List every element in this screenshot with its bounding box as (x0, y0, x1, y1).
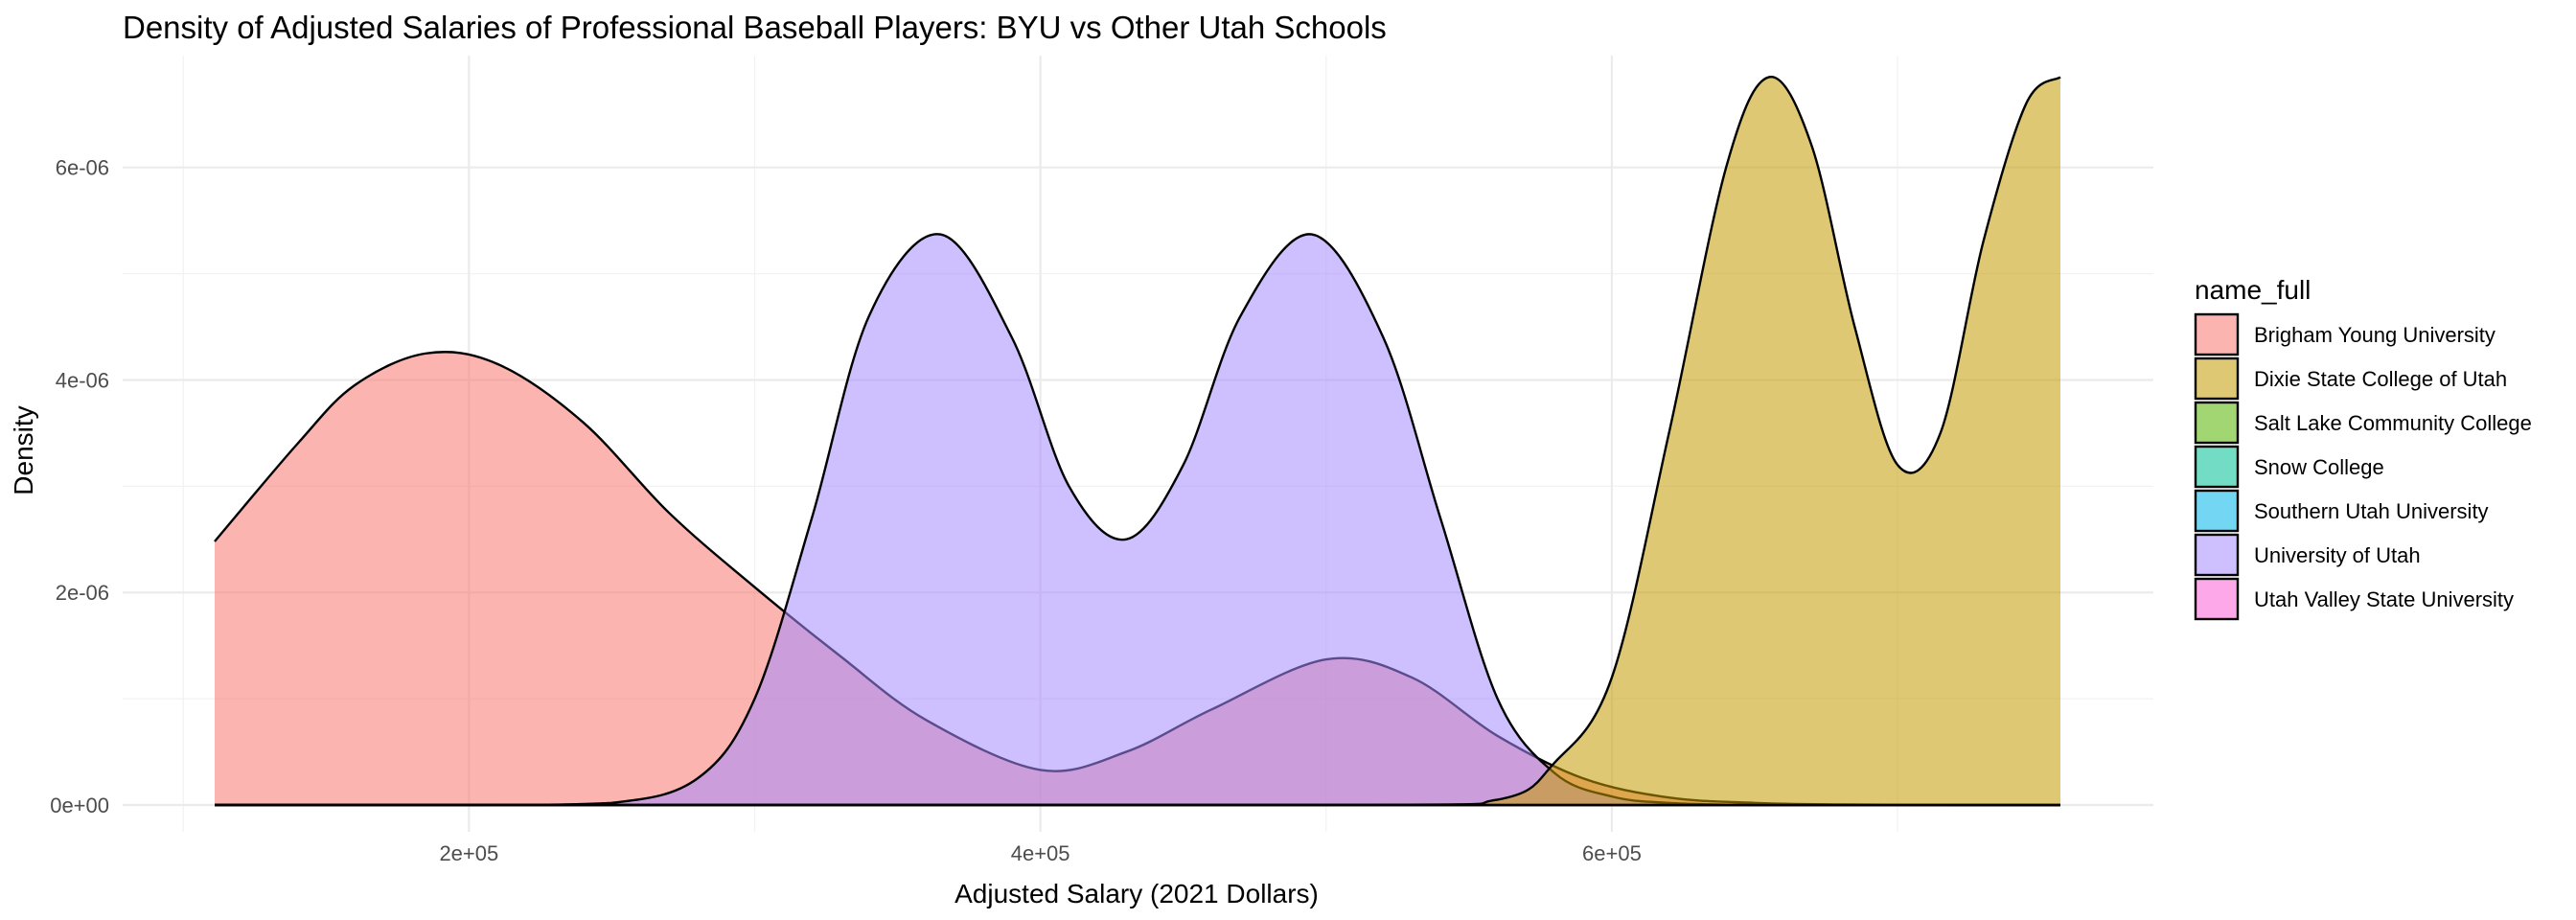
y-tick-label: 6e-06 (56, 156, 109, 180)
y-axis-ticks: 0e+00 2e-06 4e-06 6e-06 (50, 156, 109, 817)
legend-key-university-of-utah (2194, 533, 2240, 577)
y-tick-label: 0e+00 (50, 794, 109, 817)
legend-label-utah-valley-state-university: Utah Valley State University (2254, 587, 2514, 611)
y-axis-title: Density (9, 405, 38, 494)
legend-label-salt-lake-community-college: Salt Lake Community College (2254, 411, 2532, 435)
legend-key-snow-college (2194, 445, 2240, 489)
legend-title: name_full (2195, 275, 2311, 305)
legend-key-dixie-state-college-of-utah (2194, 356, 2240, 401)
legend-key-salt-lake-community-college (2194, 401, 2240, 445)
y-tick-label: 4e-06 (56, 368, 109, 392)
legend-label-brigham-young-university: Brigham Young University (2254, 323, 2496, 347)
density-area-dixie-state-college-of-utah (215, 77, 2060, 806)
x-tick-label: 4e+05 (1011, 841, 1070, 865)
legend-label-snow-college: Snow College (2254, 455, 2384, 479)
legend-key-utah-valley-state-university (2194, 577, 2240, 621)
chart-title: Density of Adjusted Salaries of Professi… (123, 10, 1387, 45)
x-axis-ticks: 2e+05 4e+05 6e+05 (439, 841, 1641, 865)
x-tick-label: 6e+05 (1582, 841, 1642, 865)
density-area-brigham-young-university (215, 352, 2060, 805)
y-tick-label: 2e-06 (56, 581, 109, 605)
legend: name_full Brigham Young University Dixie … (2194, 275, 2532, 621)
x-axis-title: Adjusted Salary (2021 Dollars) (954, 879, 1319, 908)
density-areas (214, 76, 2061, 807)
legend-label-southern-utah-university: Southern Utah University (2254, 499, 2489, 523)
legend-label-dixie-state-college-of-utah: Dixie State College of Utah (2254, 367, 2507, 391)
legend-key-southern-utah-university (2194, 489, 2240, 533)
x-tick-label: 2e+05 (439, 841, 498, 865)
legend-key-brigham-young-university (2194, 312, 2240, 356)
legend-label-university-of-utah: University of Utah (2254, 543, 2421, 567)
density-area-university-of-utah (215, 234, 2060, 805)
